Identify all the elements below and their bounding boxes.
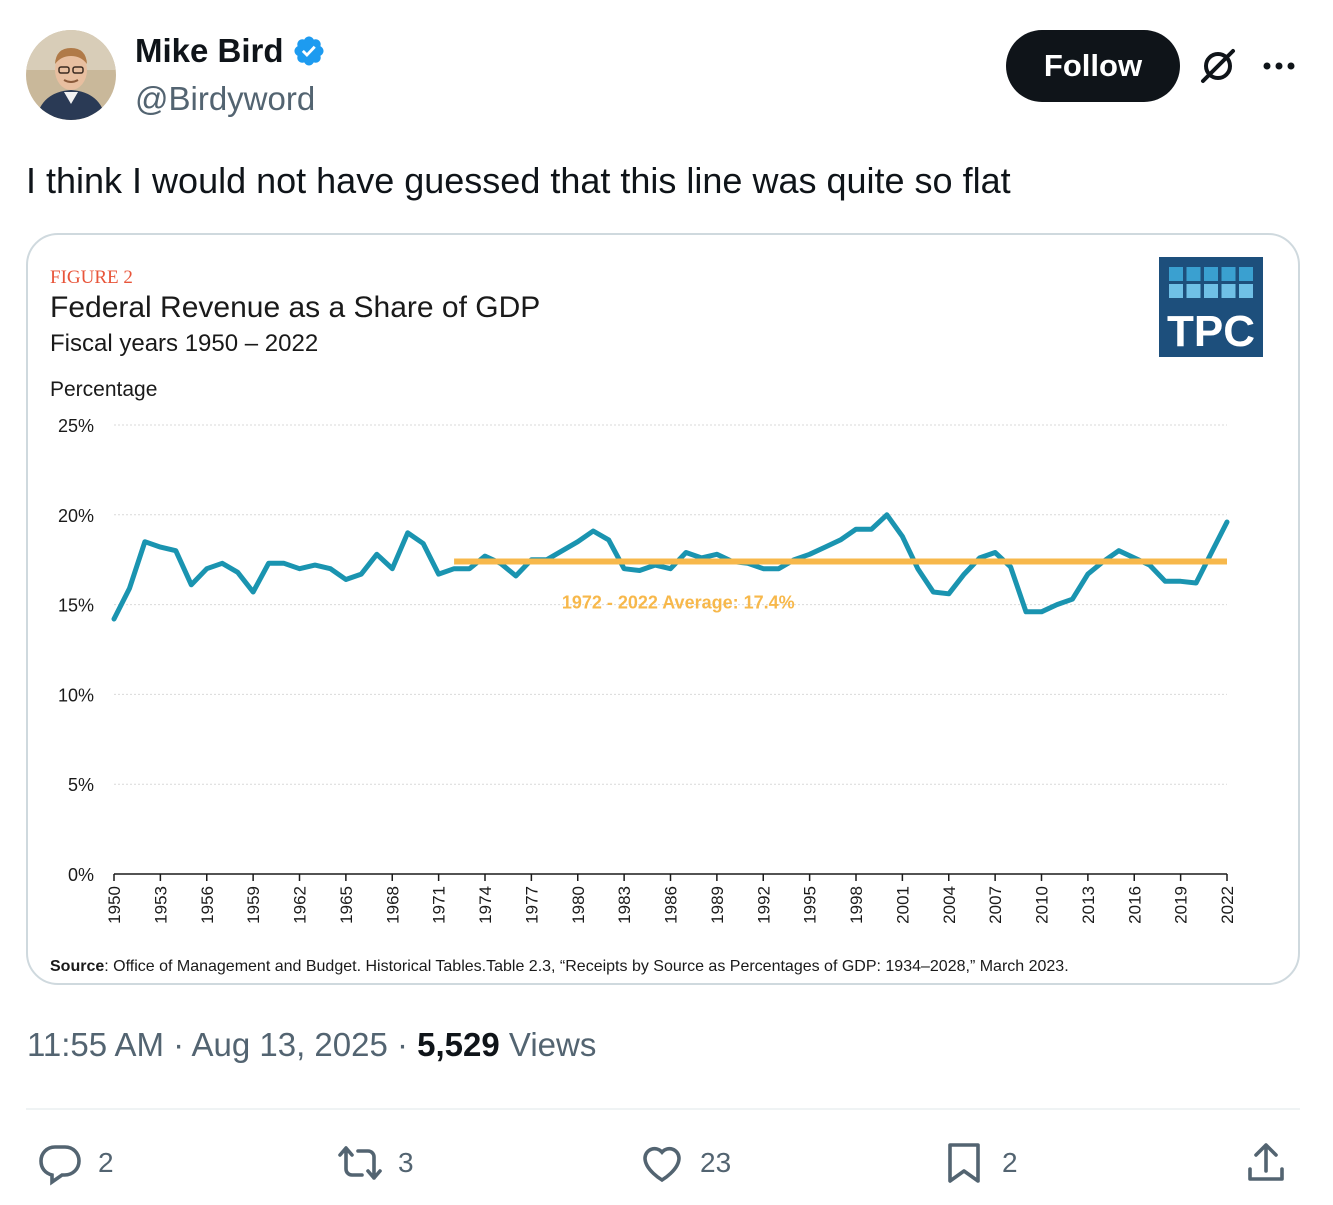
x-tick-label: 1998 [847, 886, 866, 924]
tpc-logo-text: TPC [1167, 307, 1255, 356]
x-tick-label: 1953 [151, 886, 170, 924]
y-tick-label: 5% [68, 775, 94, 795]
y-tick-label: 15% [58, 596, 94, 616]
logo-square [1186, 284, 1201, 298]
share-button[interactable] [1242, 1138, 1290, 1188]
views-count: 5,529 [417, 1026, 500, 1063]
y-tick-label: 20% [58, 506, 94, 526]
repost-button[interactable]: 3 [336, 1138, 414, 1188]
x-tick-label: 1986 [662, 886, 681, 924]
like-button[interactable]: 23 [638, 1138, 731, 1188]
author-name-row[interactable]: Mike Bird [135, 32, 326, 70]
x-tick-label: 2013 [1079, 886, 1098, 924]
logo-square [1221, 267, 1236, 281]
average-line-label: 1972 - 2022 Average: 17.4% [562, 592, 795, 612]
x-tick-label: 1965 [337, 886, 356, 924]
x-tick-label: 1980 [569, 886, 588, 924]
bookmark-button[interactable]: 2 [940, 1138, 1018, 1188]
views-label: Views [499, 1026, 597, 1063]
divider [26, 1108, 1300, 1110]
grok-icon[interactable] [1198, 46, 1238, 86]
reply-button[interactable]: 2 [36, 1138, 114, 1188]
x-tick-label: 2016 [1125, 886, 1144, 924]
x-tick-label: 1971 [430, 886, 449, 924]
y-tick-label: 0% [68, 865, 94, 885]
tweet-meta: 11:55 AM · Aug 13, 2025 · 5,529 Views [27, 1026, 596, 1064]
x-tick-label: 2001 [893, 886, 912, 924]
x-tick-label: 1968 [383, 886, 402, 924]
x-tick-label: 1962 [291, 886, 310, 924]
reply-count: 2 [98, 1147, 114, 1178]
share-icon [1248, 1143, 1284, 1181]
chart-subtitle: Fiscal years 1950 – 2022 [50, 330, 318, 357]
like-count: 23 [700, 1147, 732, 1178]
x-tick-label: 1995 [801, 886, 820, 924]
logo-square [1204, 284, 1218, 298]
source-text: : Office of Management and Budget. Histo… [104, 958, 1068, 975]
x-tick-label: 2007 [986, 886, 1005, 924]
x-tick-label: 2019 [1172, 886, 1191, 924]
x-tick-label: 1977 [522, 886, 541, 924]
bookmark-count: 2 [1002, 1147, 1018, 1178]
chart-title: Federal Revenue as a Share of GDP [50, 291, 540, 324]
revenue-chart: FIGURE 2 Federal Revenue as a Share of G… [50, 257, 1263, 975]
tweet-timestamp[interactable]: 11:55 AM · Aug 13, 2025 · [27, 1026, 418, 1063]
x-tick-label: 2004 [940, 886, 959, 924]
logo-square [1204, 267, 1218, 281]
tweet-text: I think I would not have guessed that th… [26, 160, 1011, 201]
follow-button[interactable]: Follow [1006, 30, 1180, 102]
avatar[interactable] [26, 30, 116, 120]
logo-square [1221, 284, 1236, 298]
x-tick-label: 2010 [1033, 886, 1052, 924]
logo-square [1169, 267, 1183, 281]
reply-icon [39, 1145, 81, 1186]
logo-square [1186, 267, 1201, 281]
repost-count: 3 [398, 1147, 414, 1178]
author-name[interactable]: Mike Bird [135, 32, 284, 69]
logo-square [1239, 267, 1253, 281]
tpc-logo: TPC [1159, 257, 1263, 357]
author-handle[interactable]: @Birdyword [135, 80, 316, 117]
y-axis-label: Percentage [50, 378, 157, 401]
tweet-media-image[interactable]: FIGURE 2 Federal Revenue as a Share of G… [26, 233, 1300, 985]
more-options-icon[interactable] [1258, 50, 1300, 82]
verified-badge-icon [294, 36, 324, 66]
x-tick-label: 1992 [754, 886, 773, 924]
heart-icon [643, 1146, 681, 1183]
bookmark-icon [948, 1143, 980, 1183]
x-tick-label: 1950 [105, 886, 124, 924]
x-tick-label: 1989 [708, 886, 727, 924]
x-tick-label: 1983 [615, 886, 634, 924]
chart-source: Source: Office of Management and Budget.… [50, 958, 1069, 975]
source-label: Source [50, 958, 104, 975]
series-line-revenue [111, 512, 1230, 622]
repost-icon [338, 1146, 382, 1180]
logo-square [1169, 284, 1183, 298]
logo-square [1239, 284, 1253, 298]
x-tick-label: 2022 [1218, 886, 1237, 924]
x-tick-label: 1956 [198, 886, 217, 924]
y-tick-label: 25% [58, 416, 94, 436]
y-tick-label: 10% [58, 685, 94, 705]
x-tick-label: 1959 [244, 886, 263, 924]
x-tick-label: 1974 [476, 886, 495, 924]
figure-label: FIGURE 2 [50, 267, 133, 288]
